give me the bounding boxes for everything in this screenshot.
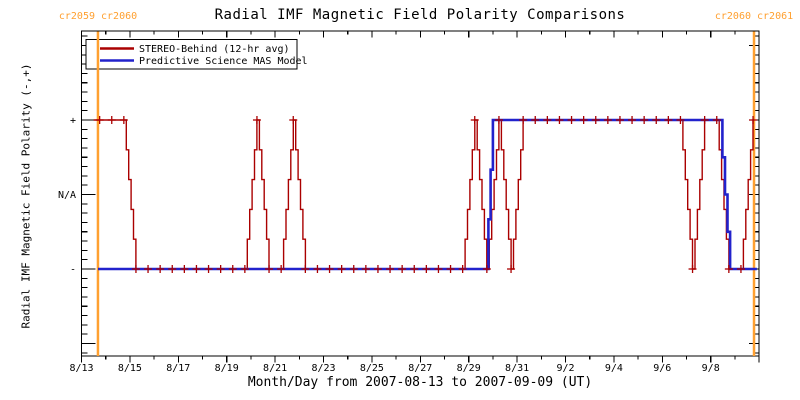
x-tick-label: 8/29 (457, 363, 481, 374)
x-tick-label: 9/2 (556, 363, 574, 374)
x-tick-label: 8/17 (166, 363, 190, 374)
series-mas-path (98, 118, 757, 271)
x-tick-label: 8/21 (263, 363, 287, 374)
carrington-label-right: cr2060 cr2061 (714, 11, 794, 22)
y-tick-label: + (70, 116, 76, 127)
x-tick-label: 9/8 (702, 363, 720, 374)
y-tick-label: - (70, 265, 76, 276)
plot-frame (80, 30, 760, 357)
series-stereo-path (93, 119, 754, 270)
x-tick-label: 9/4 (605, 363, 623, 374)
x-tick-label: 8/25 (360, 363, 384, 374)
legend-entry-label: Predictive Science MAS Model (139, 56, 308, 67)
x-tick-label: 8/19 (215, 363, 239, 374)
legend-entry-label: STEREO-Behind (12-hr avg) (139, 44, 290, 55)
x-tick-label: 9/6 (653, 363, 671, 374)
x-tick-label: 8/13 (69, 363, 93, 374)
x-tick-label: 8/27 (408, 363, 432, 374)
x-tick-label: 8/15 (118, 363, 142, 374)
x-tick-label: 8/23 (311, 363, 335, 374)
chart-title: Radial IMF Magnetic Field Polarity Compa… (214, 7, 626, 23)
carrington-label-left: cr2059 cr2060 (58, 11, 138, 22)
x-axis-title: Month/Day from 2007-08-13 to 2007-09-09 … (247, 375, 593, 390)
y-axis-title: Radial IMF Magnetic Field Polarity (-,+) (19, 63, 33, 329)
y-tick-label: N/A (58, 190, 76, 201)
legend-box (85, 38, 298, 70)
x-tick-label: 8/31 (505, 363, 529, 374)
